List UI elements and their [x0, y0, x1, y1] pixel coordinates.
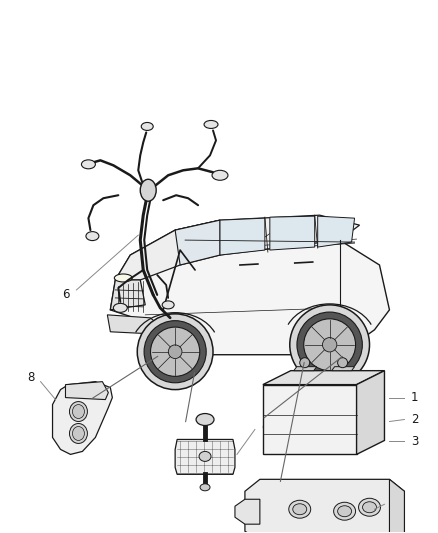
Ellipse shape: [338, 506, 352, 516]
Polygon shape: [357, 370, 385, 455]
Text: 6: 6: [62, 288, 69, 301]
Circle shape: [297, 312, 362, 377]
Circle shape: [290, 305, 370, 385]
Circle shape: [168, 345, 182, 359]
Polygon shape: [245, 531, 404, 533]
Circle shape: [304, 319, 356, 370]
Circle shape: [144, 321, 206, 383]
Text: 8: 8: [27, 371, 34, 384]
Circle shape: [322, 337, 337, 352]
Ellipse shape: [70, 424, 88, 443]
Polygon shape: [175, 220, 220, 265]
Text: 1: 1: [411, 391, 418, 404]
Text: 3: 3: [411, 435, 418, 448]
Polygon shape: [220, 218, 265, 255]
Polygon shape: [389, 479, 404, 533]
Ellipse shape: [363, 502, 377, 513]
Polygon shape: [175, 439, 235, 474]
Polygon shape: [115, 220, 220, 280]
Polygon shape: [175, 215, 360, 255]
Ellipse shape: [293, 504, 307, 515]
Polygon shape: [235, 499, 260, 524]
Ellipse shape: [72, 405, 85, 418]
Polygon shape: [53, 382, 112, 455]
Circle shape: [338, 358, 348, 368]
Polygon shape: [110, 280, 145, 310]
Polygon shape: [110, 230, 389, 355]
Text: 2: 2: [411, 413, 418, 426]
Ellipse shape: [200, 484, 210, 491]
Polygon shape: [263, 370, 385, 385]
Ellipse shape: [86, 232, 99, 240]
Ellipse shape: [204, 120, 218, 128]
Ellipse shape: [81, 160, 95, 169]
Ellipse shape: [113, 303, 127, 312]
Polygon shape: [332, 367, 355, 370]
Text: 4: 4: [391, 495, 398, 508]
Polygon shape: [270, 216, 314, 250]
Polygon shape: [245, 479, 404, 533]
Ellipse shape: [162, 301, 174, 309]
Ellipse shape: [359, 498, 381, 516]
Circle shape: [137, 314, 213, 390]
Ellipse shape: [114, 274, 132, 282]
Polygon shape: [263, 385, 357, 455]
Polygon shape: [66, 382, 108, 400]
Text: 9: 9: [261, 423, 268, 436]
Ellipse shape: [289, 500, 311, 518]
Circle shape: [300, 358, 310, 368]
Ellipse shape: [140, 179, 156, 201]
Ellipse shape: [212, 171, 228, 180]
Ellipse shape: [334, 502, 356, 520]
Ellipse shape: [199, 451, 211, 462]
Ellipse shape: [70, 401, 88, 422]
Ellipse shape: [141, 123, 153, 131]
Circle shape: [151, 327, 200, 376]
Polygon shape: [294, 367, 317, 370]
Polygon shape: [318, 216, 355, 247]
Polygon shape: [107, 315, 170, 335]
Ellipse shape: [196, 414, 214, 425]
Ellipse shape: [72, 426, 85, 440]
